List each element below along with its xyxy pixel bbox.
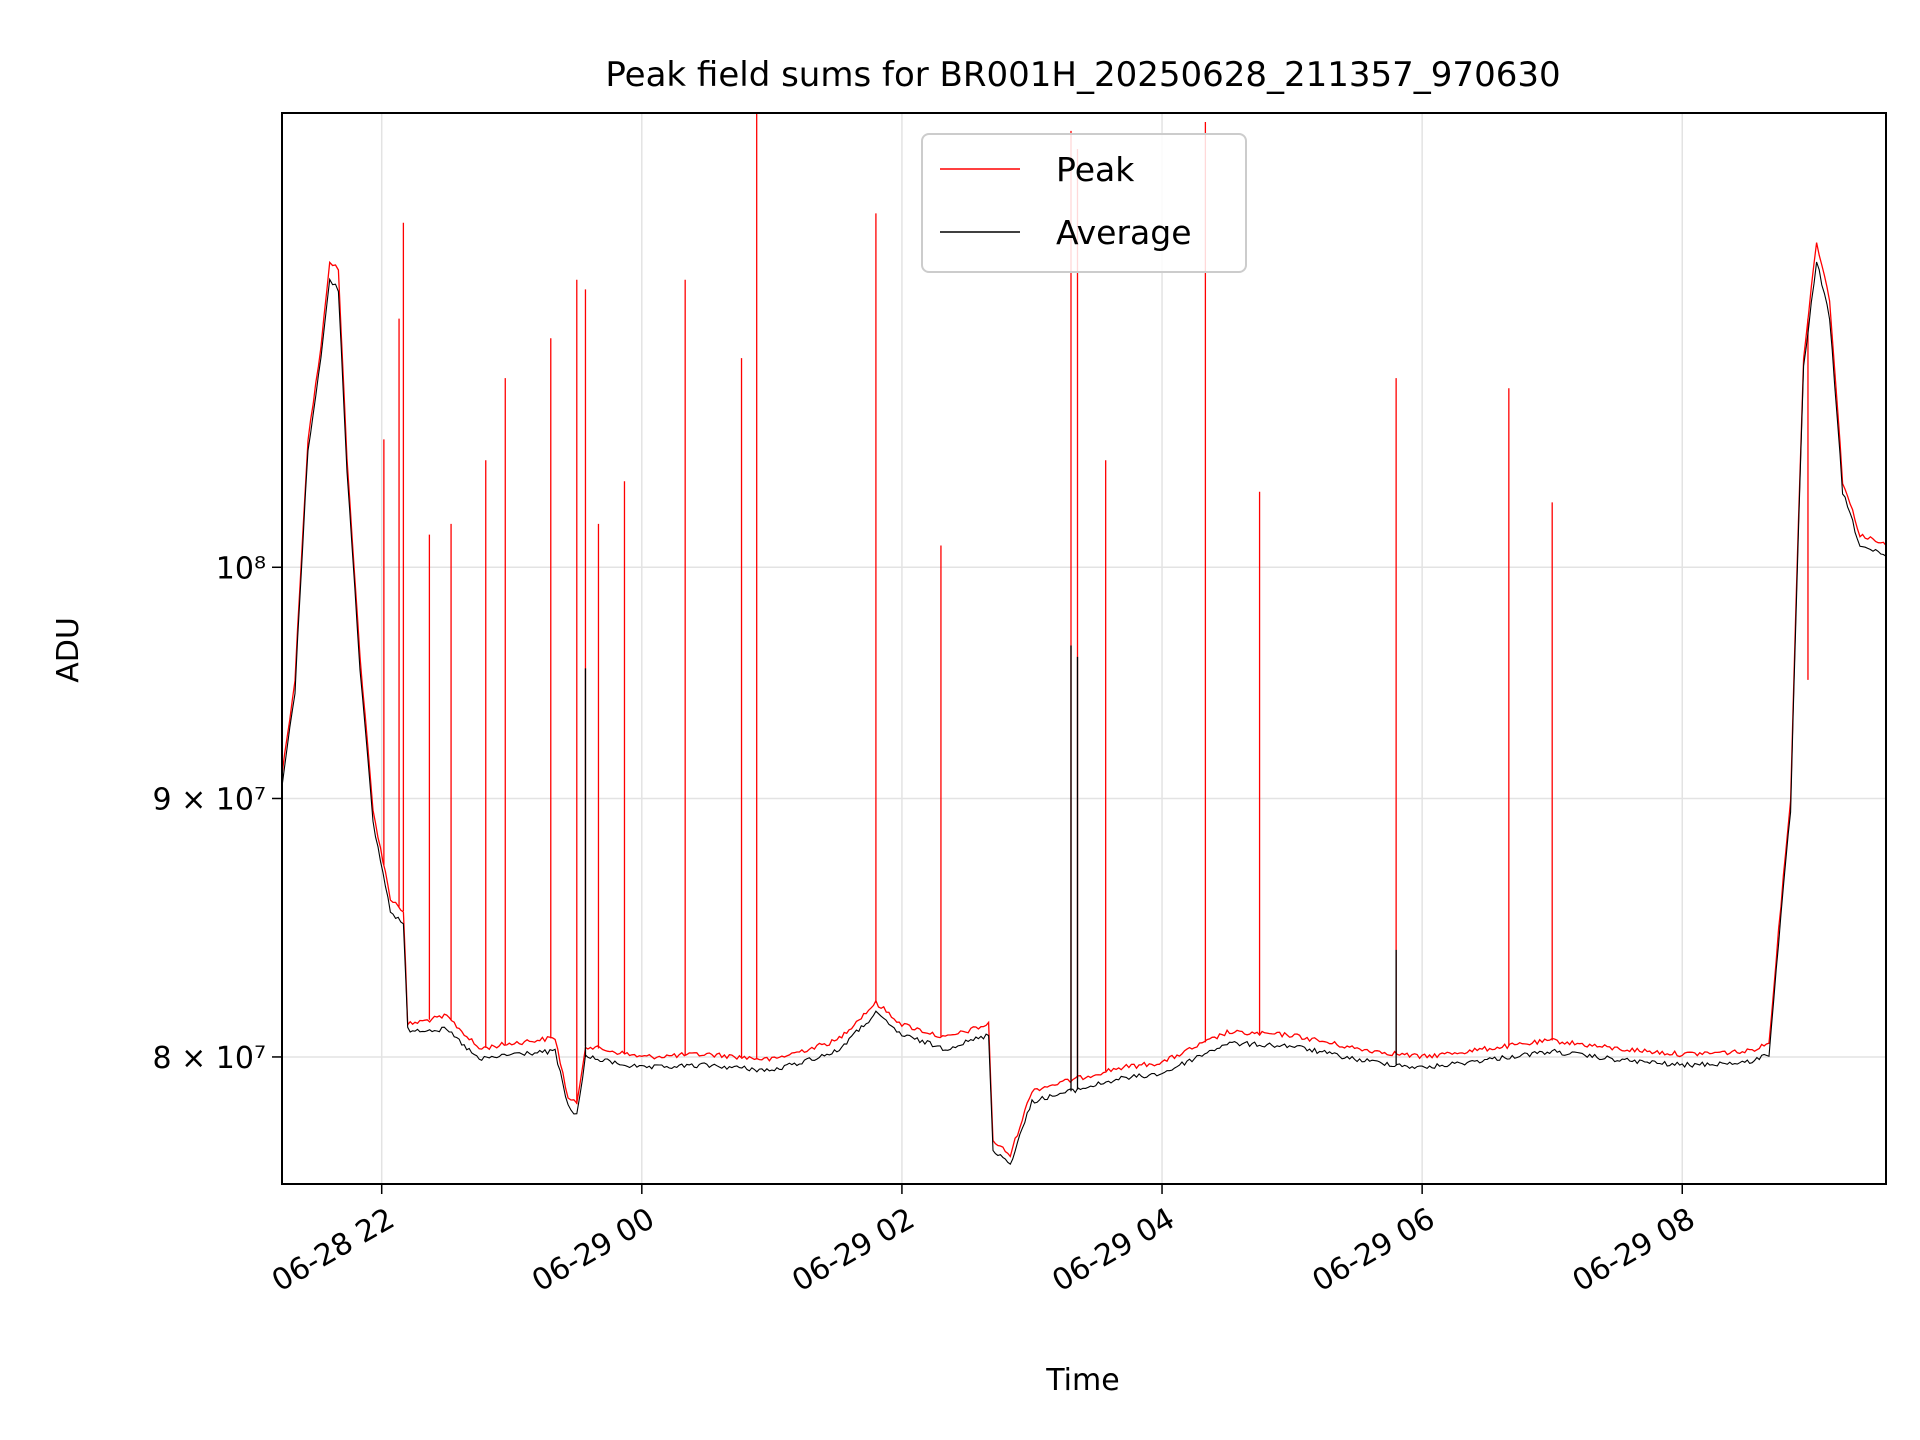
x-axis-label: Time (1045, 1363, 1119, 1398)
y-axis-label: ADU (51, 617, 86, 683)
y-axis: 8 × 10⁷ 9 × 10⁷ 10⁸ (153, 551, 282, 1076)
legend: Peak Average (921, 133, 1247, 273)
y-tick-label: 9 × 10⁷ (153, 782, 267, 817)
series-line-average (282, 261, 1886, 1166)
legend-label-peak: Peak (1056, 150, 1135, 189)
plot-frame (281, 112, 1887, 1185)
grid (282, 113, 1886, 1184)
series-line-peak (282, 242, 1886, 1158)
y-tick-label: 8 × 10⁷ (153, 1041, 267, 1076)
chart-title: Peak field sums for BR001H_20250628_2113… (605, 55, 1560, 95)
series-layer (282, 113, 1886, 1166)
y-tick-label: 10⁸ (216, 551, 266, 586)
legend-label-average: Average (1056, 213, 1192, 252)
